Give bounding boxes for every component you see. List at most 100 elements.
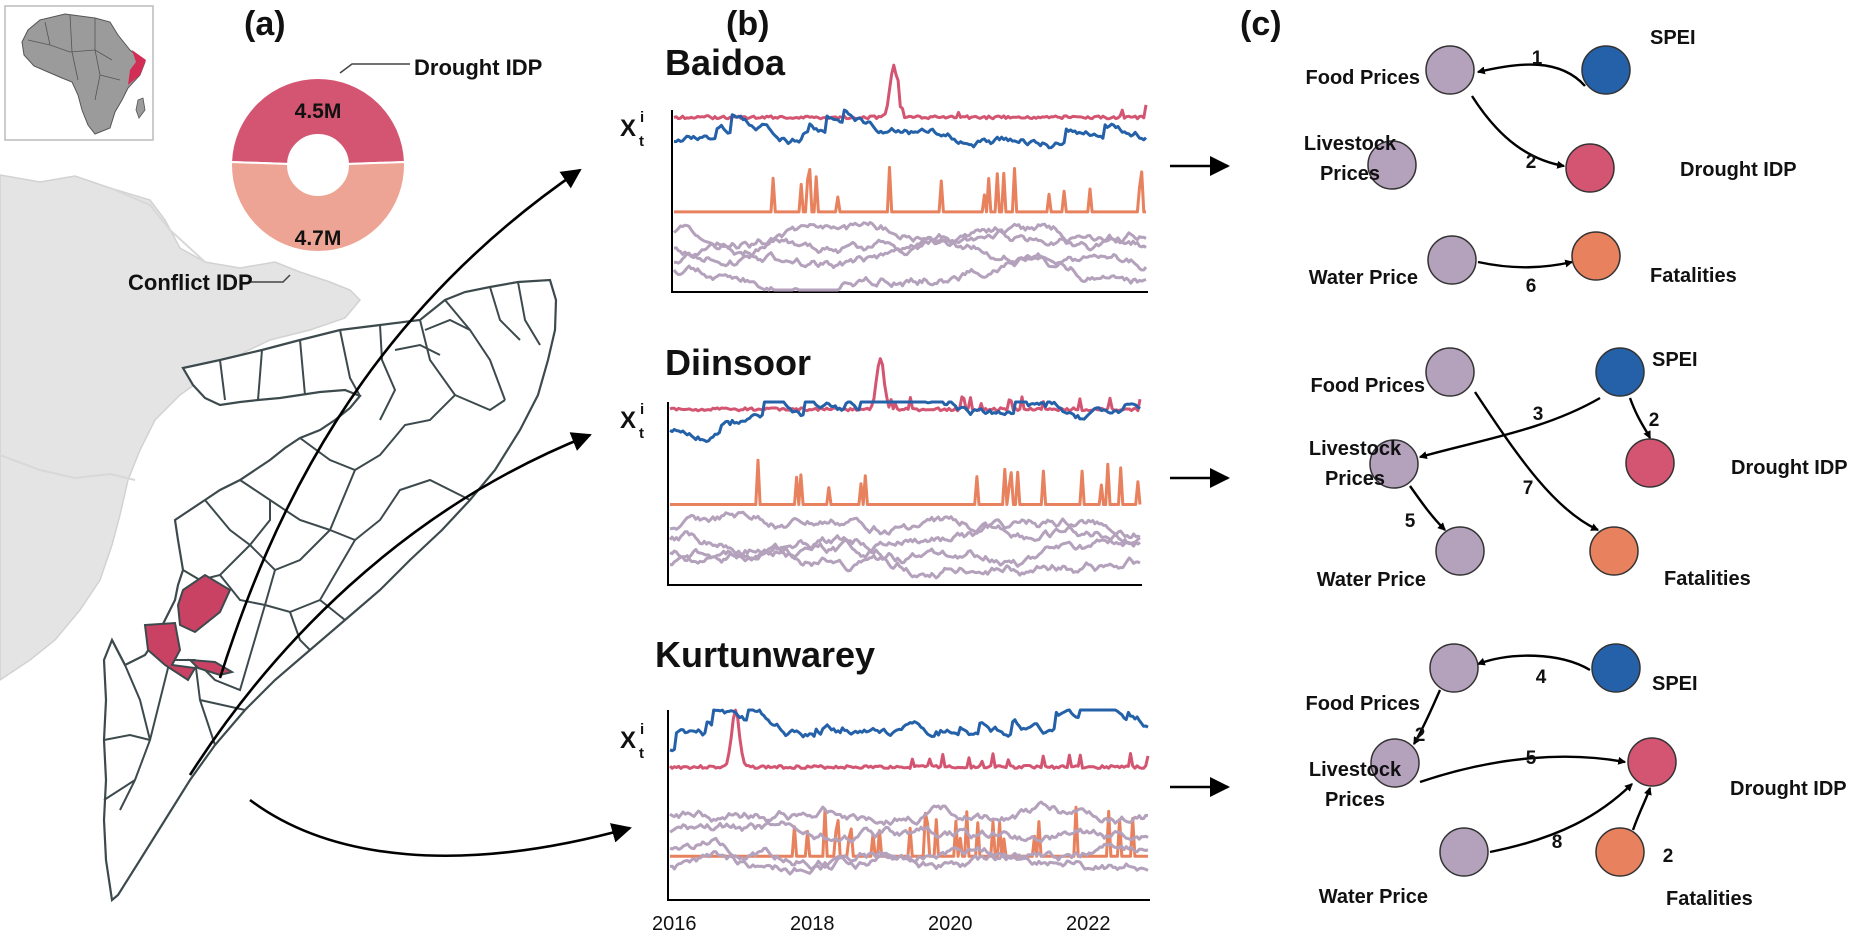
node-label-livestock: Livestock bbox=[1309, 438, 1402, 460]
node-drought bbox=[1625, 438, 1675, 488]
node-spei bbox=[1595, 347, 1645, 397]
donut-label-conflict: Conflict IDP bbox=[128, 270, 253, 295]
panel-label-b: (b) bbox=[726, 5, 769, 43]
idp-donut-chart: 4.5M 4.7M Drought IDP Conflict IDP bbox=[128, 55, 542, 295]
edge-arrow bbox=[1412, 689, 1442, 746]
edge-arrow bbox=[1473, 391, 1600, 532]
neighbor-border bbox=[0, 454, 136, 481]
edge-lag-label: 6 bbox=[1526, 276, 1537, 297]
x-tick-2018: 2018 bbox=[790, 913, 835, 935]
edge-arrow bbox=[1476, 63, 1586, 87]
node-label-spei: SPEI bbox=[1650, 27, 1696, 49]
axes bbox=[667, 710, 1150, 901]
edge-lag-label: 1 bbox=[1532, 48, 1543, 69]
node-food bbox=[1425, 45, 1475, 95]
series-spei bbox=[669, 400, 1141, 443]
node-label-water: Water Price bbox=[1319, 886, 1428, 908]
edge-arrow bbox=[1489, 783, 1633, 854]
series-drought-idp bbox=[673, 63, 1148, 121]
causal-networks: 1 2 6 Food Prices SPEI Livestock Prices Drought… bbox=[1304, 27, 1848, 910]
axes bbox=[671, 110, 1148, 293]
edge-arrow bbox=[1409, 485, 1446, 531]
edge-lag-label: 3 bbox=[1533, 404, 1544, 425]
donut-slice-conflict bbox=[230, 160, 406, 254]
district-diinsoor bbox=[143, 621, 197, 682]
node-drought bbox=[1565, 143, 1615, 193]
network-3: 4 2 5 8 2 Food Prices SPEI Livestock Prices Droug… bbox=[1306, 643, 1847, 910]
node-livestock bbox=[1370, 738, 1420, 788]
donut-leader-conflict bbox=[248, 274, 291, 283]
neighbor-border-north bbox=[109, 187, 206, 263]
location-title: Diinsoor bbox=[665, 342, 811, 383]
donut-value-drought: 4.5M bbox=[295, 100, 342, 123]
africa-icon bbox=[21, 13, 146, 135]
node-food bbox=[1425, 347, 1475, 397]
donut-leader-drought bbox=[339, 63, 410, 74]
map-panel bbox=[0, 5, 558, 903]
node-label-food: Food Prices bbox=[1306, 67, 1420, 89]
africa-borders bbox=[27, 14, 121, 101]
edge-arrow bbox=[1419, 755, 1627, 784]
node-label-prices: Prices bbox=[1320, 163, 1380, 185]
x-tick-2020: 2020 bbox=[928, 913, 973, 935]
series-price-1 bbox=[669, 800, 1149, 826]
timeseries-to-network-arrows bbox=[1170, 156, 1230, 797]
series-drought-idp bbox=[668, 708, 1150, 770]
edge-lag-label: 4 bbox=[1536, 667, 1547, 688]
y-axis-subscript: t bbox=[639, 745, 644, 762]
series-price-4 bbox=[669, 542, 1141, 580]
edge-lag-label: 8 bbox=[1552, 832, 1563, 853]
timeseries-kurtunwarey: Kurtunwarey X it bbox=[620, 634, 1150, 901]
node-water bbox=[1427, 235, 1477, 285]
node-label-spei: SPEI bbox=[1652, 349, 1698, 371]
node-food bbox=[1429, 643, 1479, 693]
edge-lag-label: 2 bbox=[1526, 152, 1537, 173]
somalia-inset-highlight bbox=[128, 50, 146, 85]
donut-label-drought: Drought IDP bbox=[414, 55, 542, 80]
edge-arrow bbox=[1476, 654, 1591, 672]
node-label-prices: Prices bbox=[1325, 468, 1385, 490]
node-label-livestock: Livestock bbox=[1304, 133, 1397, 155]
edge-arrow bbox=[1470, 95, 1566, 169]
edge-lag-label: 2 bbox=[1649, 410, 1660, 431]
series-spei bbox=[673, 108, 1148, 150]
madagascar-icon bbox=[135, 97, 146, 119]
series-price-1 bbox=[673, 221, 1147, 251]
edge-arrow bbox=[1628, 397, 1652, 440]
y-axis-subscript: t bbox=[639, 133, 644, 150]
node-spei bbox=[1581, 45, 1631, 95]
node-label-fatalities: Fatalities bbox=[1664, 568, 1751, 590]
network-1: 1 2 6 Food Prices SPEI Livestock Prices Drought… bbox=[1304, 27, 1797, 297]
series-price-4 bbox=[669, 850, 1149, 876]
y-axis-superscript: i bbox=[640, 109, 644, 126]
node-label-livestock: Livestock bbox=[1309, 759, 1402, 781]
node-water bbox=[1439, 827, 1489, 877]
node-spei bbox=[1591, 643, 1641, 693]
node-drought bbox=[1627, 737, 1677, 787]
node-label-fatalities: Fatalities bbox=[1666, 888, 1753, 910]
series-price-2 bbox=[668, 521, 1141, 558]
edge-arrow bbox=[1631, 786, 1652, 831]
map-to-timeseries-arrows bbox=[188, 168, 632, 857]
y-axis-subscript: t bbox=[639, 425, 644, 442]
edge-arrow bbox=[1418, 396, 1601, 459]
panel-label-a: (a) bbox=[244, 5, 286, 43]
series-price-1 bbox=[669, 510, 1141, 540]
node-livestock bbox=[1369, 439, 1419, 489]
node-label-drought: Drought IDP bbox=[1731, 457, 1848, 479]
node-label-food: Food Prices bbox=[1306, 693, 1420, 715]
node-label-drought: Drought IDP bbox=[1680, 159, 1797, 181]
series-price-3 bbox=[673, 236, 1148, 272]
y-axis-superscript: i bbox=[640, 721, 644, 738]
timeseries-diinsoor: Diinsoor X it bbox=[620, 342, 1142, 586]
node-fatalities bbox=[1589, 526, 1639, 576]
node-label-water: Water Price bbox=[1317, 569, 1426, 591]
node-label-prices: Prices bbox=[1325, 789, 1385, 811]
node-label-food: Food Prices bbox=[1311, 375, 1425, 397]
edge-lag-label: 2 bbox=[1663, 846, 1674, 867]
panel-label-c: (c) bbox=[1240, 5, 1282, 43]
node-label-spei: SPEI bbox=[1652, 673, 1698, 695]
y-axis-label: X bbox=[620, 115, 636, 142]
arrow-kurtunwarey bbox=[249, 798, 632, 857]
